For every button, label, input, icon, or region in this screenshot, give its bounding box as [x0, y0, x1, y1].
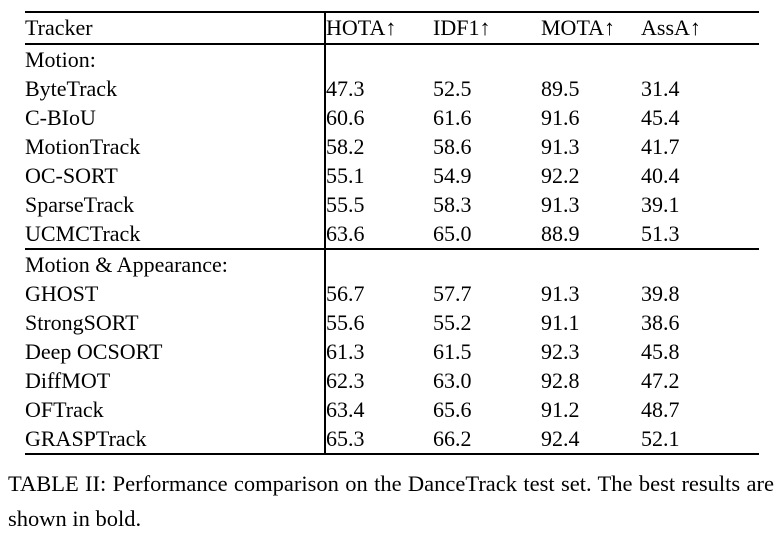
metric-value-cell: 92.2: [541, 162, 580, 188]
empty-cell: [325, 44, 433, 74]
metric-value-cell: 47.2: [641, 367, 680, 393]
table-header-row: Tracker HOTA↑ IDF1↑ MOTA↑ AssA↑: [25, 12, 759, 45]
metric-value-cell: 40.4: [641, 162, 680, 188]
results-table-body: Motion: ByteTrack 47.3 52.5 89.5 31.4 C-BIoU 60…: [25, 44, 759, 454]
table-row: Deep OCSORT 61.3 61.5 92.3 45.8: [25, 337, 759, 366]
metric-value-cell: 45.4: [641, 104, 680, 130]
column-header-mota: MOTA↑: [541, 12, 641, 45]
table-row: SparseTrack 55.5 58.3 91.3 39.1: [25, 190, 759, 219]
metric-value-cell: 61.6: [433, 104, 472, 130]
tracker-name-cell: Deep OCSORT: [25, 337, 326, 366]
metric-value-cell: 88.9: [541, 220, 580, 246]
section-header-row: Motion:: [25, 44, 759, 74]
column-header-tracker: Tracker: [25, 12, 326, 45]
metric-value-cell: 52.1: [641, 425, 680, 451]
empty-cell: [641, 248, 759, 279]
metric-value-cell: 55.2: [433, 309, 472, 335]
table-caption: TABLE II: Performance comparison on the …: [8, 471, 774, 531]
tracker-name-cell: SparseTrack: [25, 190, 326, 219]
table-row: GRASPTrack 65.3 66.2 92.4 52.1: [25, 424, 759, 454]
table-row: UCMCTrack 63.6 65.0 88.9 51.3: [25, 219, 759, 249]
metric-value-cell: 92.3: [541, 338, 580, 364]
column-header-idf1: IDF1↑: [433, 12, 541, 45]
section-label: Motion & Appearance:: [25, 248, 326, 279]
metric-value-cell: 65.6: [433, 396, 472, 422]
metric-value-cell: 58.6: [433, 133, 472, 159]
empty-cell: [641, 44, 759, 74]
tracker-name-cell: MotionTrack: [25, 132, 326, 161]
empty-cell: [325, 248, 433, 279]
metric-value-cell: 62.3: [326, 367, 365, 393]
metric-value-cell: 65.3: [326, 425, 365, 451]
metric-value-cell: 45.8: [641, 338, 680, 364]
table-row: OC-SORT 55.1 54.9 92.2 40.4: [25, 161, 759, 190]
metric-value-cell: 57.7: [433, 280, 472, 306]
metric-value-cell: 55.1: [326, 162, 365, 188]
tracker-name-cell: UCMCTrack: [25, 219, 326, 249]
empty-cell: [541, 44, 641, 74]
metric-value-cell: 52.5: [433, 75, 472, 101]
metric-value-cell: 66.2: [433, 425, 472, 451]
metric-value-cell: 89.5: [541, 75, 580, 101]
metric-value-cell: 91.1: [541, 309, 580, 335]
metric-value-cell: 91.6: [541, 104, 580, 130]
results-table: Tracker HOTA↑ IDF1↑ MOTA↑ AssA↑ Motion: B…: [25, 11, 759, 455]
metric-value-cell: 91.3: [541, 280, 580, 306]
metric-value-cell: 39.1: [641, 191, 680, 217]
tracker-name-cell: StrongSORT: [25, 308, 326, 337]
metric-value-cell: 47.3: [326, 75, 365, 101]
metric-value-cell: 48.7: [641, 396, 680, 422]
empty-cell: [433, 248, 541, 279]
table-row: GHOST 56.7 57.7 91.3 39.8: [25, 279, 759, 308]
table-row: C-BIoU 60.6 61.6 91.6 45.4: [25, 103, 759, 132]
tracker-name-cell: OFTrack: [25, 395, 326, 424]
metric-value-cell: 92.8: [541, 367, 580, 393]
metric-value-cell: 60.6: [326, 104, 365, 130]
metric-value-cell: 55.5: [326, 191, 365, 217]
metric-value-cell: 63.4: [326, 396, 365, 422]
column-header-assa: AssA↑: [641, 12, 759, 45]
tracker-name-cell: OC-SORT: [25, 161, 326, 190]
metric-value-cell: 91.3: [541, 191, 580, 217]
metric-value-cell: 91.2: [541, 396, 580, 422]
tracker-name-cell: ByteTrack: [25, 74, 326, 103]
metric-value-cell: 54.9: [433, 162, 472, 188]
metric-value-cell: 39.8: [641, 280, 680, 306]
table-row: StrongSORT 55.6 55.2 91.1 38.6: [25, 308, 759, 337]
metric-value-cell: 92.4: [541, 425, 580, 451]
table-row: MotionTrack 58.2 58.6 91.3 41.7: [25, 132, 759, 161]
table-row: OFTrack 63.4 65.6 91.2 48.7: [25, 395, 759, 424]
metric-value-cell: 61.5: [433, 338, 472, 364]
empty-cell: [541, 248, 641, 279]
metric-value-cell: 56.7: [326, 280, 365, 306]
metric-value-cell: 31.4: [641, 75, 680, 101]
metric-value-cell: 51.3: [641, 220, 680, 246]
metric-value-cell: 63.0: [433, 367, 472, 393]
metric-value-cell: 65.0: [433, 220, 472, 246]
tracker-name-cell: GRASPTrack: [25, 424, 326, 454]
metric-value-cell: 41.7: [641, 133, 680, 159]
table-row: DiffMOT 62.3 63.0 92.8 47.2: [25, 366, 759, 395]
section-header-row: Motion & Appearance:: [25, 248, 759, 279]
tracker-name-cell: DiffMOT: [25, 366, 326, 395]
empty-cell: [433, 44, 541, 74]
metric-value-cell: 55.6: [326, 309, 365, 335]
metric-value-cell: 61.3: [326, 338, 365, 364]
tracker-name-cell: GHOST: [25, 279, 326, 308]
table-row: ByteTrack 47.3 52.5 89.5 31.4: [25, 74, 759, 103]
tracker-name-cell: C-BIoU: [25, 103, 326, 132]
metric-value-cell: 63.6: [326, 220, 365, 246]
metric-value-cell: 38.6: [641, 309, 680, 335]
metric-value-cell: 91.3: [541, 133, 580, 159]
metric-value-cell: 58.3: [433, 191, 472, 217]
section-label: Motion:: [25, 44, 326, 74]
metric-value-cell: 58.2: [326, 133, 365, 159]
column-header-hota: HOTA↑: [325, 12, 433, 45]
